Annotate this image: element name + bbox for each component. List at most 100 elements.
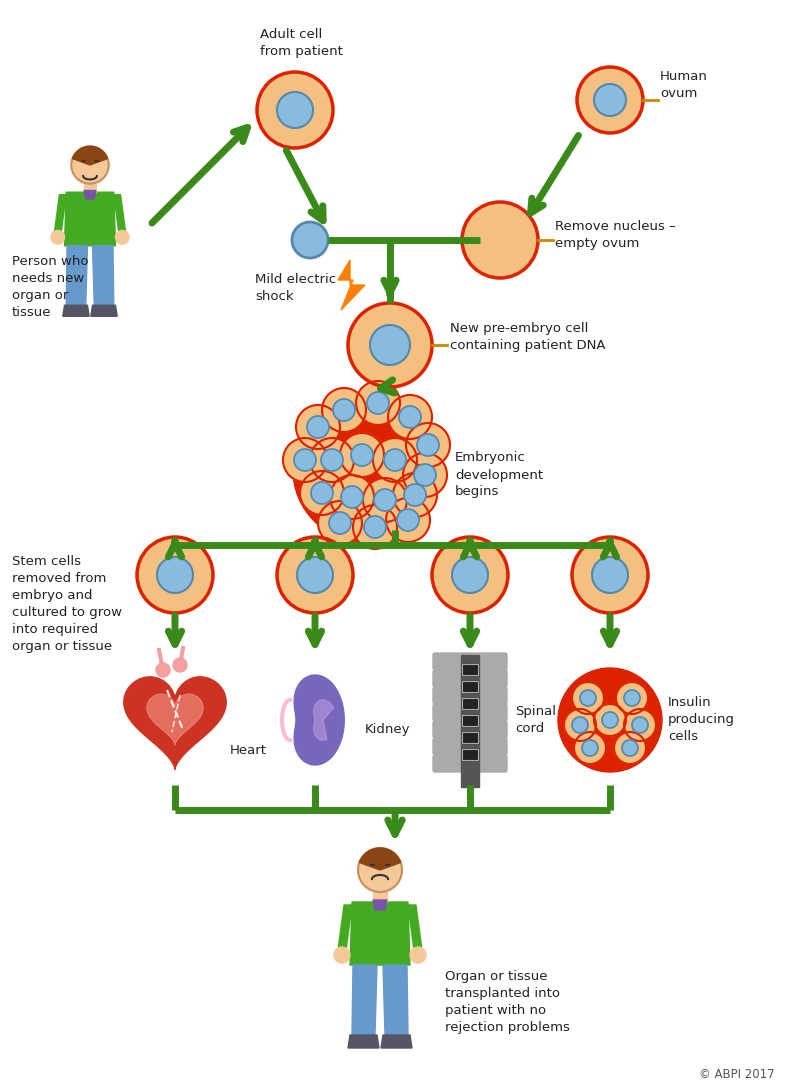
Polygon shape	[348, 1035, 379, 1048]
Circle shape	[358, 848, 402, 892]
Circle shape	[410, 947, 426, 963]
Circle shape	[293, 398, 437, 542]
Circle shape	[318, 501, 362, 546]
FancyBboxPatch shape	[433, 755, 507, 772]
Circle shape	[137, 537, 213, 613]
Bar	[462, 681, 478, 692]
Text: Organ or tissue
transplanted into
patient with no
rejection problems: Organ or tissue transplanted into patien…	[445, 970, 570, 1034]
Circle shape	[348, 303, 432, 387]
Circle shape	[582, 740, 598, 756]
Circle shape	[580, 690, 596, 706]
Circle shape	[414, 464, 436, 485]
Circle shape	[257, 72, 333, 148]
Circle shape	[384, 449, 406, 471]
Bar	[462, 715, 478, 726]
Polygon shape	[114, 195, 126, 233]
Circle shape	[388, 395, 432, 439]
Polygon shape	[63, 305, 89, 316]
Circle shape	[367, 392, 389, 413]
Circle shape	[602, 712, 618, 728]
Circle shape	[577, 67, 643, 133]
Text: Stem cells
removed from
embryo and
cultured to grow
into required
organ or tissu: Stem cells removed from embryo and cultu…	[12, 555, 122, 654]
Circle shape	[297, 558, 333, 594]
Circle shape	[373, 437, 417, 482]
Circle shape	[452, 558, 488, 594]
Text: Mild electric
shock: Mild electric shock	[255, 273, 336, 303]
Bar	[462, 750, 478, 760]
Circle shape	[157, 558, 193, 594]
Circle shape	[592, 558, 628, 594]
Bar	[462, 681, 478, 692]
Circle shape	[300, 471, 344, 515]
Circle shape	[71, 146, 109, 183]
FancyBboxPatch shape	[433, 738, 507, 755]
Text: Kidney: Kidney	[365, 723, 410, 736]
Text: Person who
needs new
organ or
tissue: Person who needs new organ or tissue	[12, 255, 89, 319]
Text: New pre-embryo cell
containing patient DNA: New pre-embryo cell containing patient D…	[450, 322, 606, 352]
Polygon shape	[124, 676, 227, 769]
Polygon shape	[408, 906, 422, 950]
Circle shape	[321, 449, 343, 471]
Circle shape	[363, 478, 407, 521]
Circle shape	[322, 388, 366, 432]
Circle shape	[594, 84, 626, 116]
Circle shape	[333, 399, 355, 421]
Circle shape	[432, 537, 508, 613]
Polygon shape	[338, 906, 352, 950]
Circle shape	[572, 717, 588, 733]
Circle shape	[624, 709, 656, 741]
Text: Spinal
cord: Spinal cord	[515, 705, 556, 735]
Text: Insulin
producing
cells: Insulin producing cells	[668, 696, 735, 743]
Bar	[462, 698, 478, 709]
Text: Heart: Heart	[230, 743, 267, 756]
Polygon shape	[93, 245, 114, 305]
FancyBboxPatch shape	[433, 687, 507, 704]
Polygon shape	[373, 900, 387, 910]
Polygon shape	[350, 902, 410, 966]
Polygon shape	[147, 694, 204, 745]
Circle shape	[594, 704, 626, 736]
Text: © ABPI 2017: © ABPI 2017	[699, 1068, 775, 1081]
Polygon shape	[314, 699, 333, 740]
Polygon shape	[338, 260, 365, 310]
Circle shape	[624, 690, 640, 706]
FancyBboxPatch shape	[433, 704, 507, 721]
Polygon shape	[383, 966, 408, 1035]
Circle shape	[51, 230, 64, 244]
Circle shape	[353, 505, 397, 549]
Circle shape	[356, 381, 400, 425]
Polygon shape	[352, 966, 377, 1035]
Polygon shape	[55, 195, 67, 233]
Bar	[462, 664, 478, 675]
Bar	[461, 655, 479, 787]
Text: Adult cell
from patient: Adult cell from patient	[260, 28, 343, 58]
Text: Remove nucleus –
empty ovum: Remove nucleus – empty ovum	[555, 220, 676, 250]
Bar	[462, 698, 478, 709]
Circle shape	[364, 516, 386, 538]
Circle shape	[399, 406, 421, 428]
FancyBboxPatch shape	[433, 654, 507, 670]
Circle shape	[393, 473, 437, 517]
Circle shape	[334, 947, 350, 963]
Bar	[84, 183, 96, 192]
Bar	[462, 732, 478, 743]
Bar	[462, 732, 478, 743]
Circle shape	[614, 732, 646, 764]
FancyBboxPatch shape	[433, 721, 507, 738]
Circle shape	[397, 509, 419, 531]
Circle shape	[310, 437, 354, 482]
Polygon shape	[91, 305, 117, 316]
Polygon shape	[294, 675, 345, 765]
Circle shape	[632, 717, 648, 733]
Circle shape	[330, 475, 374, 519]
Circle shape	[564, 709, 596, 741]
Circle shape	[292, 221, 328, 257]
Circle shape	[296, 405, 340, 449]
Bar	[373, 892, 387, 902]
Wedge shape	[72, 146, 108, 165]
Circle shape	[386, 497, 430, 542]
Circle shape	[173, 658, 187, 672]
Circle shape	[622, 740, 638, 756]
Circle shape	[311, 482, 333, 504]
Polygon shape	[84, 191, 96, 199]
